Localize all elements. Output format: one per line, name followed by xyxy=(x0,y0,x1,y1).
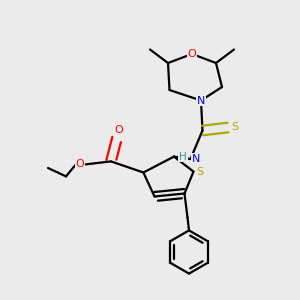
Text: S: S xyxy=(231,122,238,133)
Text: H: H xyxy=(179,152,187,162)
Text: N: N xyxy=(197,95,205,106)
Text: S: S xyxy=(196,167,204,177)
Text: O: O xyxy=(76,159,85,170)
Text: N: N xyxy=(192,154,200,164)
Text: O: O xyxy=(188,49,196,59)
Text: O: O xyxy=(114,125,123,136)
